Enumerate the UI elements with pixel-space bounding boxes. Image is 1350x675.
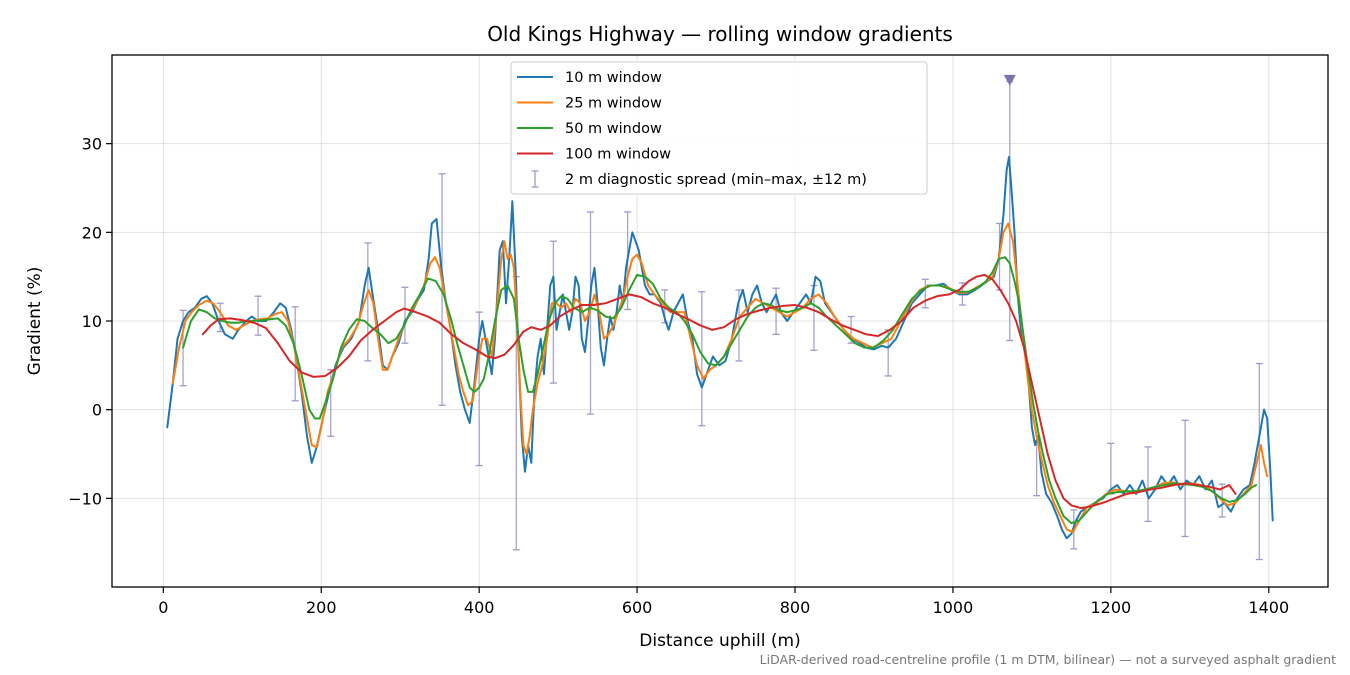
series-line-2 <box>171 222 1269 534</box>
legend-entry: 50 m window <box>517 121 662 137</box>
legend: 10 m window 25 m window 50 m window 100 m w… <box>510 61 928 195</box>
x-tick-label: 1400 <box>1248 598 1289 617</box>
errorbar <box>587 211 595 415</box>
errorbar <box>1181 419 1189 538</box>
series-group <box>166 155 1274 540</box>
legend-frame <box>510 61 928 195</box>
legend-label: 2 m diagnostic spread (min–max, ±12 m) <box>565 172 867 188</box>
legend-entry: 10 m window <box>517 70 662 86</box>
legend-entry: 25 m window <box>517 96 662 112</box>
y-tick-label: 0 <box>92 401 102 420</box>
errorbar <box>401 286 409 344</box>
y-tick-label: 10 <box>82 312 102 331</box>
legend-label: 100 m window <box>565 147 671 163</box>
errorbar <box>1144 446 1152 523</box>
errorbar <box>438 173 446 406</box>
series-line-3 <box>182 256 1258 525</box>
errorbar <box>698 291 706 427</box>
peak-marker-group <box>1003 74 1016 86</box>
y-axis-ticks: −10 0 10 20 30 <box>68 135 112 508</box>
y-tick-label: 30 <box>82 135 102 154</box>
peak-marker <box>1003 74 1016 86</box>
errorbar <box>254 295 262 336</box>
series-line-1 <box>166 155 1274 540</box>
x-tick-label: 800 <box>780 598 811 617</box>
chart-title: Old Kings Highway — rolling window gradi… <box>487 22 953 46</box>
errorbar <box>921 278 929 309</box>
legend-label: 10 m window <box>565 70 662 86</box>
legend-entry: 100 m window <box>517 147 671 163</box>
x-tick-label: 1200 <box>1090 598 1131 617</box>
errorbar <box>549 240 557 384</box>
plot-frame <box>111 54 1329 588</box>
y-axis-label: Gradient (%) <box>25 267 45 376</box>
y-tick-label: 20 <box>82 223 102 242</box>
errorbar <box>1255 362 1263 561</box>
legend-entries: 10 m window 25 m window 50 m window 100 m w… <box>517 70 867 188</box>
legend-label: 25 m window <box>565 96 662 112</box>
footnote: LiDAR-derived road-centreline profile (1… <box>760 652 1336 667</box>
legend-entry: 2 m diagnostic spread (min–max, ±12 m) <box>531 170 867 188</box>
x-tick-label: 400 <box>464 598 495 617</box>
y-tick-label: −10 <box>68 489 102 508</box>
series-line-4 <box>201 273 1237 510</box>
errorbar <box>216 302 224 333</box>
x-axis-ticks: 0 200 400 600 800 1000 1200 1400 <box>158 587 1289 617</box>
x-tick-label: 0 <box>158 598 168 617</box>
errorbar <box>1107 442 1115 495</box>
x-tick-label: 1000 <box>933 598 974 617</box>
x-tick-label: 200 <box>306 598 337 617</box>
legend-label: 50 m window <box>565 121 662 137</box>
errorbar <box>364 242 372 362</box>
x-tick-label: 600 <box>622 598 653 617</box>
x-axis-label: Distance uphill (m) <box>639 631 800 651</box>
